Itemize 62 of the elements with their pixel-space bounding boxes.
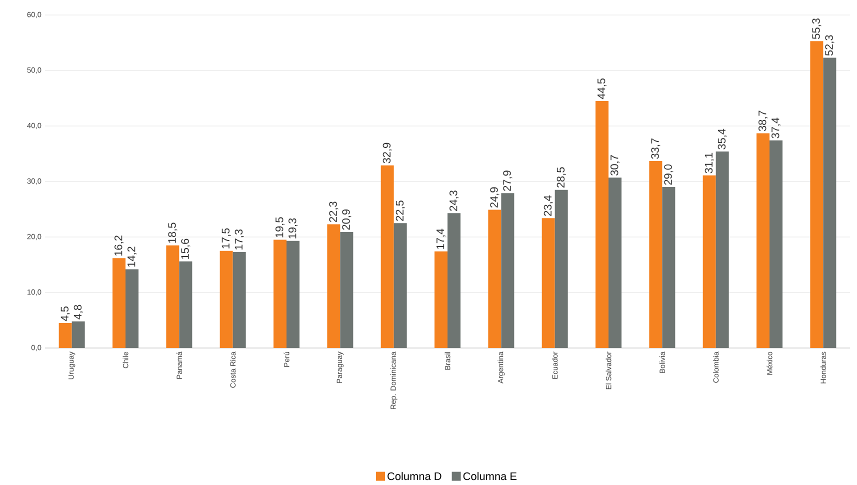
data-label: 20,9: [342, 209, 352, 230]
bar: [72, 321, 85, 348]
bar: [810, 40, 824, 348]
bar: [126, 268, 138, 348]
bar: [327, 224, 340, 348]
data-label: 19,5: [275, 216, 285, 238]
data-label: 24,9: [490, 187, 500, 208]
data-label: 17,5: [222, 228, 231, 248]
data-label: 55,3: [812, 18, 822, 39]
bar: [770, 140, 783, 348]
data-label: 31,1: [704, 152, 714, 174]
bar: [179, 261, 192, 348]
bar: [220, 250, 233, 348]
data-label: 4,5: [60, 306, 70, 321]
data-label: 15,6: [181, 238, 190, 259]
bar: [340, 232, 354, 348]
bar: [649, 160, 662, 348]
bar: [166, 245, 180, 348]
legend-label: Columna D: [388, 472, 442, 480]
bar: [542, 218, 555, 348]
data-label: 52,3: [825, 34, 834, 56]
data-label: 28,5: [556, 167, 566, 188]
data-label: 18,5: [168, 222, 178, 243]
data-label: 29,0: [664, 164, 674, 185]
data-label: 22,3: [329, 201, 338, 222]
bar: [554, 190, 568, 348]
legend-label: Columna E: [463, 472, 517, 480]
data-label: 44,5: [598, 78, 606, 99]
bar: [608, 177, 622, 348]
data-label: 32,9: [382, 142, 392, 164]
data-label: 22,5: [396, 200, 405, 221]
data-label: 16,2: [114, 235, 124, 256]
bar: [448, 212, 461, 348]
bar: [58, 322, 72, 348]
data-label: 14,2: [127, 246, 137, 266]
bar: [112, 258, 126, 348]
data-label: 27,9: [503, 170, 512, 191]
bar: [662, 186, 676, 348]
data-label: 17,4: [436, 228, 446, 249]
bar: [823, 58, 836, 348]
bar: [488, 210, 502, 348]
data-label: 35,4: [718, 128, 727, 150]
bar: [501, 192, 514, 348]
data-label: 19,3: [288, 218, 298, 238]
bar: [596, 100, 609, 348]
data-label: 33,7: [651, 138, 660, 159]
data-label: 24,3: [449, 190, 459, 211]
bar: [394, 222, 407, 348]
bar: [286, 240, 300, 348]
bar: [756, 132, 770, 348]
data-label: 30,7: [610, 154, 620, 176]
bar: [232, 252, 246, 348]
bar: [434, 251, 448, 348]
bar: [380, 165, 394, 348]
bar: [716, 151, 729, 348]
data-label: 38,7: [758, 110, 768, 131]
data-label: 4,8: [74, 304, 83, 320]
data-label: 17,3: [234, 229, 244, 250]
data-label: 23,4: [544, 195, 553, 216]
bar: [702, 175, 716, 348]
bar: [274, 240, 287, 348]
data-label: 37,4: [772, 118, 781, 138]
